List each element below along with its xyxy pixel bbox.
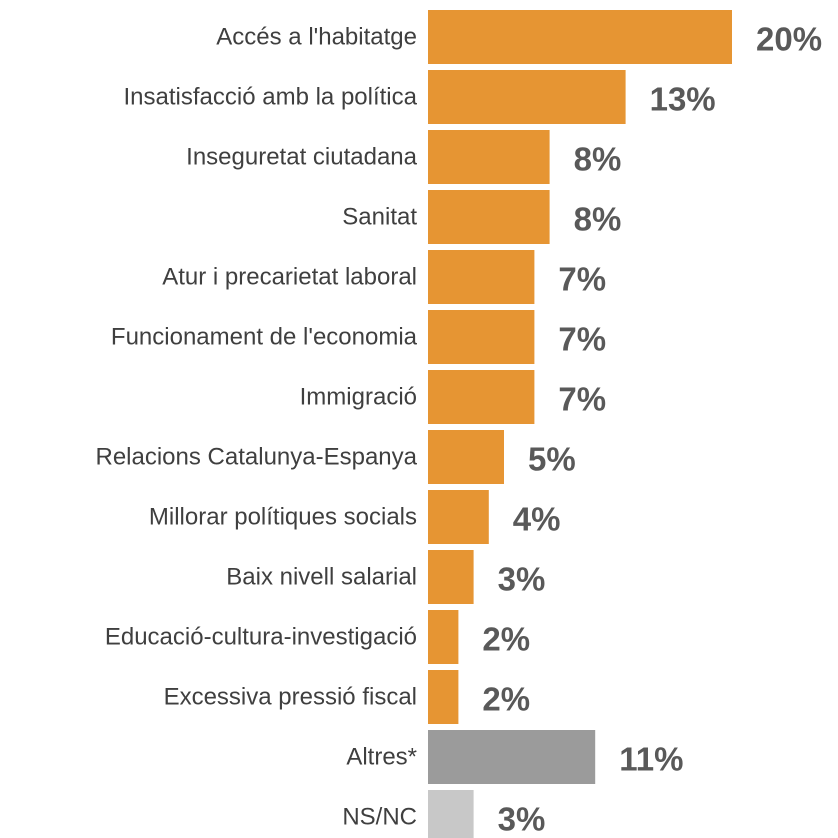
category-label: Baix nivell salarial bbox=[226, 564, 417, 591]
bar bbox=[428, 10, 732, 64]
value-label: 5% bbox=[528, 441, 576, 478]
category-label: Funcionament de l'economia bbox=[111, 324, 418, 351]
value-label: 20% bbox=[756, 21, 822, 58]
bar bbox=[428, 790, 474, 838]
value-label: 8% bbox=[574, 201, 622, 238]
bar bbox=[428, 670, 459, 724]
bars-group bbox=[428, 10, 732, 838]
bar bbox=[428, 190, 550, 244]
bar bbox=[428, 130, 550, 184]
value-label: 4% bbox=[513, 501, 561, 538]
category-labels-group: Accés a l'habitatge Insatisfacció amb la … bbox=[95, 24, 417, 831]
value-label: 2% bbox=[482, 681, 530, 718]
category-label: Relacions Catalunya-Espanya bbox=[95, 444, 417, 471]
bar bbox=[428, 310, 535, 364]
bar bbox=[428, 730, 596, 784]
value-label: 11% bbox=[619, 741, 683, 778]
bar bbox=[428, 250, 535, 304]
bar bbox=[428, 550, 474, 604]
category-label: Atur i precarietat laboral bbox=[162, 264, 417, 291]
category-label: Insatisfacció amb la política bbox=[124, 84, 418, 111]
value-label: 3% bbox=[498, 561, 546, 598]
value-label: 2% bbox=[482, 621, 530, 658]
category-label: Sanitat bbox=[342, 204, 417, 231]
category-label: Excessiva pressió fiscal bbox=[164, 684, 417, 711]
category-label: Immigració bbox=[300, 384, 417, 411]
value-label: 7% bbox=[558, 261, 606, 298]
category-label: Educació-cultura-investigació bbox=[105, 624, 417, 651]
bar bbox=[428, 490, 489, 544]
category-label: Millorar polítiques socials bbox=[149, 504, 417, 531]
value-label: 8% bbox=[574, 141, 622, 178]
value-labels-group: 20% 13% 8% 8% 7% 7% 7% 5% 4% 3% 2% 2% 11% 3% bbox=[482, 21, 822, 838]
category-label: NS/NC bbox=[342, 804, 417, 831]
bar bbox=[428, 370, 535, 424]
category-label: Inseguretat ciutadana bbox=[186, 144, 417, 171]
bar bbox=[428, 430, 504, 484]
bar bbox=[428, 70, 626, 124]
category-label: Accés a l'habitatge bbox=[216, 24, 417, 51]
category-label: Altres* bbox=[346, 744, 417, 771]
bar bbox=[428, 610, 459, 664]
value-label: 7% bbox=[558, 381, 606, 418]
value-label: 7% bbox=[558, 321, 606, 358]
value-label: 13% bbox=[650, 81, 716, 118]
value-label: 3% bbox=[498, 801, 546, 838]
